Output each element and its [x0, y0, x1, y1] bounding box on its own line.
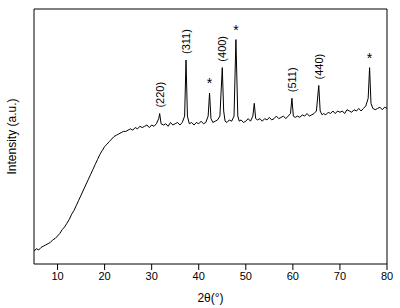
svg-text:(400): (400)	[216, 36, 228, 62]
svg-text:50: 50	[240, 270, 252, 282]
svg-text:40: 40	[193, 270, 205, 282]
svg-text:*: *	[367, 50, 373, 66]
svg-text:(440): (440)	[313, 54, 325, 80]
svg-text:60: 60	[287, 270, 299, 282]
svg-text:70: 70	[334, 270, 346, 282]
svg-text:10: 10	[51, 270, 63, 282]
svg-text:(311): (311)	[180, 29, 192, 54]
svg-text:(511): (511)	[286, 67, 298, 92]
svg-text:*: *	[233, 22, 239, 38]
svg-text:20: 20	[98, 270, 110, 282]
svg-text:(220): (220)	[154, 82, 166, 108]
svg-text:*: *	[207, 75, 213, 91]
svg-text:30: 30	[146, 270, 158, 282]
svg-text:80: 80	[381, 270, 392, 282]
svg-text:2θ(°): 2θ(°)	[197, 291, 223, 305]
svg-text:Intensity (a.u.): Intensity (a.u.)	[8, 98, 19, 174]
